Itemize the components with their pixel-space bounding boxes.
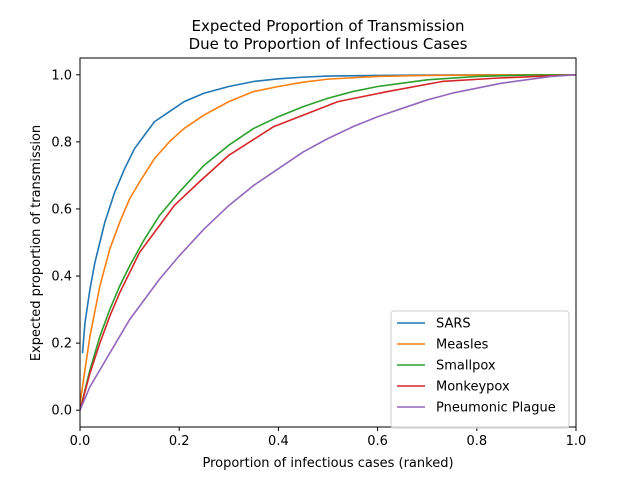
legend-label-smallpox: Smallpox [436,359,496,374]
chart-title-line-2: Due to Proportion of Infectious Cases [189,35,468,53]
y-tick-label: 0.6 [51,202,72,217]
y-axis-title: Expected proportion of transmission [29,125,44,361]
y-tick-label: 0.4 [51,270,72,285]
x-axis-title: Proportion of infectious cases (ranked) [202,456,453,471]
series-line-sars [81,73,576,354]
legend-label-pneumonic-plague: Pneumonic Plague [436,401,556,416]
x-tick-label: 0.4 [268,434,289,449]
series-group [80,73,576,411]
y-tick-label: 0.8 [51,135,72,150]
legend-label-monkeypox: Monkeypox [436,380,510,395]
legend-box [390,310,570,429]
plot-frame [79,57,577,428]
x-tick-label: 1.0 [566,434,587,449]
series-line-pneumonic-plague [80,73,576,411]
legend-label-sars: SARS [436,317,471,332]
y-tick-label: 0.0 [51,404,72,419]
chart-title-line-1: Expected Proportion of Transmission [191,17,464,35]
y-tick-label: 1.0 [51,68,72,83]
plot-area: 0.0 0.2 0.4 0.6 0.8 1.0 0.0 0.2 0.4 0.6 0.8 1.0 [51,57,587,449]
x-tick-label: 0.2 [169,434,190,449]
legend: SARS Measles Smallpox Monkeypox Pneumonic Pl… [390,310,570,429]
x-tick-label: 0.8 [466,434,487,449]
x-tick-label: 0.0 [70,434,91,449]
y-tick-label: 0.2 [51,337,72,352]
x-tick-label: 0.6 [367,434,388,449]
legend-label-measles: Measles [436,338,489,353]
series-line-smallpox [80,73,576,411]
series-line-measles [80,73,576,404]
series-line-monkeypox [80,73,576,411]
